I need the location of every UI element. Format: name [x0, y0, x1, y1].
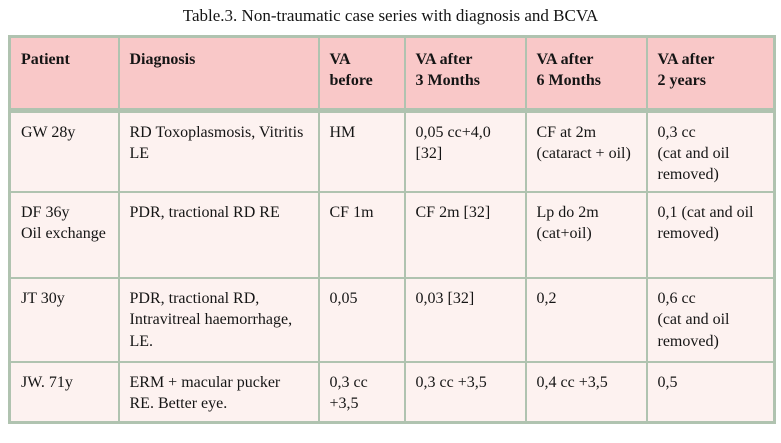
cell-patient: JT 30y [8, 277, 120, 364]
cell-va-after-3m: 0,05 cc+4,0 [32] [403, 109, 527, 194]
cell-va-after-3m: 0,3 cc +3,5 [403, 361, 527, 424]
case-series-table: Patient Diagnosis VA before VA after 3 M… [8, 35, 776, 424]
cell-diagnosis: PDR, tractional RD RE [117, 191, 320, 280]
cell-va-after-3m: CF 2m [32] [403, 191, 527, 280]
table-caption: Table.3. Non-traumatic case series with … [182, 6, 599, 25]
cell-va-before: CF 1m [317, 191, 406, 280]
column-header-va-after-3m: VA after 3 Months [403, 35, 527, 113]
column-header-diagnosis: Diagnosis [117, 35, 320, 113]
cell-va-after-6m: 0,4 cc +3,5 [524, 361, 648, 424]
cell-va-after-2y: 0,3 cc (cat and oil removed) [645, 109, 776, 194]
column-header-va-after-6m: VA after 6 Months [524, 35, 648, 113]
cell-va-after-2y: 0,6 cc (cat and oil removed) [645, 277, 776, 364]
cell-patient: GW 28y [8, 109, 120, 194]
column-header-va-before: VA before [317, 35, 406, 113]
column-header-patient: Patient [8, 35, 120, 113]
cell-va-before: 0,3 cc +3,5 [317, 361, 406, 424]
header-row: Patient Diagnosis VA before VA after 3 M… [8, 35, 776, 113]
cell-va-before: 0,05 [317, 277, 406, 364]
table-row: JT 30y PDR, tractional RD, Intravitreal … [8, 277, 776, 364]
document-page: Table.3. Non-traumatic case series with … [0, 6, 781, 424]
cell-va-after-6m: CF at 2m (cataract + oil) [524, 109, 648, 194]
cell-va-after-6m: Lp do 2m (cat+oil) [524, 191, 648, 280]
table-row: DF 36y Oil exchange PDR, tractional RD R… [8, 191, 776, 280]
cell-patient: JW. 71y [8, 361, 120, 424]
cell-diagnosis: PDR, tractional RD, Intravitreal haemorr… [117, 277, 320, 364]
cell-va-after-3m: 0,03 [32] [403, 277, 527, 364]
table-row: GW 28y RD Toxoplasmosis, Vitritis LE HM … [8, 109, 776, 194]
table-row: JW. 71y ERM + macular pucker RE. Better … [8, 361, 776, 424]
column-header-va-after-2y: VA after 2 years [645, 35, 776, 113]
cell-va-after-6m: 0,2 [524, 277, 648, 364]
cell-va-after-2y: 0,5 [645, 361, 776, 424]
cell-patient: DF 36y Oil exchange [8, 191, 120, 280]
cell-diagnosis: ERM + macular pucker RE. Better eye. [117, 361, 320, 424]
cell-diagnosis: RD Toxoplasmosis, Vitritis LE [117, 109, 320, 194]
cell-va-after-2y: 0,1 (cat and oil removed) [645, 191, 776, 280]
cell-va-before: HM [317, 109, 406, 194]
